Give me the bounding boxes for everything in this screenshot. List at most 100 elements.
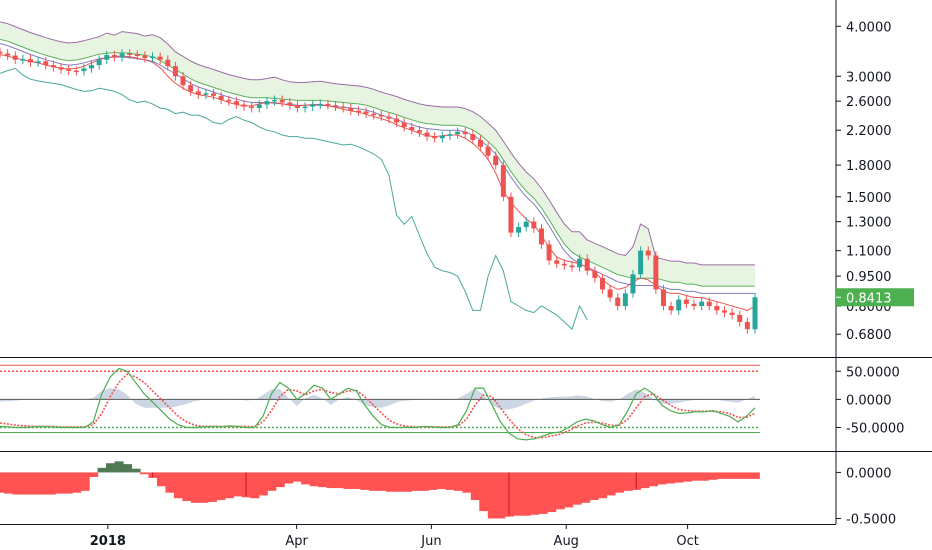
histogram-pane <box>0 461 760 519</box>
candle-body <box>638 250 644 275</box>
candle-body <box>241 104 247 107</box>
slow-line <box>0 373 756 439</box>
candle-body <box>653 255 659 290</box>
candle-body <box>676 299 682 311</box>
candle-body <box>554 260 560 264</box>
candle-body <box>500 165 506 197</box>
candle-body <box>150 56 156 59</box>
candle-body <box>348 107 354 111</box>
candle-body <box>20 59 26 61</box>
histogram-bar <box>487 472 497 519</box>
candle-body <box>264 101 270 105</box>
candle-body <box>302 106 308 109</box>
candle-body <box>325 103 331 106</box>
candle-body <box>157 56 163 60</box>
candle-body <box>584 258 590 271</box>
candle-body <box>310 104 316 107</box>
histogram-bar <box>258 472 268 496</box>
candle-body <box>546 244 552 261</box>
candle-body <box>721 310 727 313</box>
histogram-bar <box>648 472 659 487</box>
histogram-bar <box>38 472 48 495</box>
histogram-bar <box>173 472 183 499</box>
candle-body <box>416 130 422 133</box>
candle-body <box>81 68 87 72</box>
price-tick-label: 3.0000 <box>846 70 892 85</box>
oscillator-histogram <box>0 388 755 410</box>
candle-body <box>340 106 346 109</box>
candle-body <box>455 131 461 135</box>
candle-body <box>355 110 361 113</box>
candle-body <box>508 196 514 233</box>
candle-body <box>363 111 369 114</box>
histogram-bar <box>411 472 421 491</box>
histogram-bar <box>165 472 175 493</box>
histogram-bar <box>674 472 684 483</box>
candle-body <box>28 59 34 63</box>
lagging-span-line <box>0 67 588 331</box>
histogram-bar <box>462 472 472 493</box>
candle-body <box>111 55 117 58</box>
candle-body <box>279 99 285 103</box>
histogram-bar <box>63 472 73 494</box>
candle-body <box>561 263 567 266</box>
candle-body <box>66 69 72 71</box>
histogram-bar <box>182 472 192 501</box>
histogram-bar <box>343 472 353 489</box>
ichimoku-cloud <box>0 21 755 287</box>
price-tick-label: 1.5000 <box>846 191 892 206</box>
candle-body <box>287 102 293 106</box>
candle-body <box>317 103 323 106</box>
oscillator-pane <box>0 364 760 441</box>
histogram-bar <box>572 472 582 505</box>
histogram-bar <box>657 472 667 485</box>
fast-line <box>0 367 756 441</box>
histogram-bar <box>233 472 243 497</box>
histogram-bar <box>131 468 141 473</box>
histogram-bar <box>555 472 565 510</box>
histogram-bar <box>665 472 676 484</box>
histogram-bar <box>538 472 548 514</box>
histogram-bar <box>275 472 285 488</box>
candle-body <box>607 289 613 298</box>
histogram-bar <box>284 472 294 484</box>
histogram-bar <box>190 472 200 503</box>
histogram-bar <box>733 472 743 479</box>
candle-body <box>89 65 95 69</box>
histogram-bar <box>725 472 735 479</box>
histogram-bar <box>589 472 599 501</box>
candle-body <box>691 303 697 307</box>
span-a-line <box>0 38 755 287</box>
price-tick-label: 4.0000 <box>846 20 892 35</box>
candle-body <box>683 299 689 304</box>
candle-body <box>43 61 49 66</box>
x-tick-label: Jun <box>420 534 441 549</box>
histogram-bar <box>326 472 336 489</box>
histogram-bar <box>97 467 107 473</box>
histogram-bar <box>419 472 429 491</box>
histogram-bar <box>318 472 328 488</box>
price-tick-label: 1.3000 <box>846 216 892 231</box>
candle-body <box>226 99 232 102</box>
candle-body <box>516 227 522 233</box>
candle-body <box>622 293 628 307</box>
candle-body <box>5 53 11 56</box>
histogram-bar <box>470 472 480 501</box>
histogram-bar <box>699 472 709 481</box>
candle-body <box>188 85 194 92</box>
histogram-bar <box>89 472 99 478</box>
tenkan-line <box>0 54 756 311</box>
candle-body <box>272 99 278 102</box>
histogram-bar <box>301 472 311 485</box>
histogram-bar <box>581 472 591 503</box>
histogram-bar <box>123 464 133 473</box>
candle-body <box>477 139 483 147</box>
histogram-tick-label: 0.0000 <box>846 466 892 481</box>
histogram-bar <box>394 472 404 492</box>
x-tick-label: Apr <box>285 534 308 549</box>
last-price-label: 0.8413 <box>846 291 892 306</box>
histogram-bar <box>598 472 608 499</box>
price-tick-label: 1.1000 <box>846 245 892 260</box>
